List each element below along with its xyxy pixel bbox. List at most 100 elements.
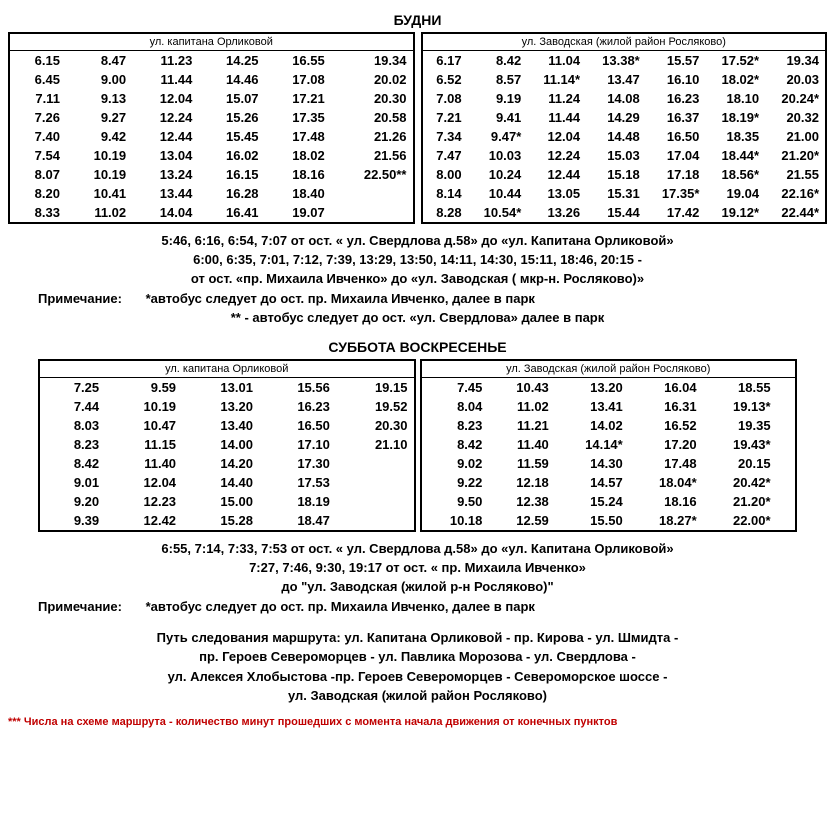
- time-cell: 10.43: [488, 377, 554, 397]
- time-cell: 19.04: [705, 184, 765, 203]
- time-cell: 8.42: [421, 435, 489, 454]
- route-line: пр. Героев Североморцев - ул. Павлика Мо…: [8, 647, 827, 667]
- time-cell: 15.24: [555, 492, 629, 511]
- note-line: до "ул. Заводская (жилой р-н Росляково)": [8, 578, 827, 596]
- time-cell: 10.44: [468, 184, 528, 203]
- time-cell: 7.26: [9, 108, 66, 127]
- time-cell: 22.16*: [765, 184, 826, 203]
- time-cell: 18.02*: [705, 70, 765, 89]
- time-cell: 11.04: [527, 51, 586, 71]
- time-cell: 17.35: [265, 108, 331, 127]
- time-cell: 16.31: [629, 397, 703, 416]
- time-cell: 20.03: [765, 70, 826, 89]
- time-cell: 12.24: [527, 146, 586, 165]
- table-row: 8.2010.4113.4416.2818.40: [9, 184, 414, 203]
- time-cell: 9.13: [66, 89, 132, 108]
- time-cell: 8.04: [421, 397, 489, 416]
- time-cell: 13.41: [555, 397, 629, 416]
- time-cell: 17.30: [259, 454, 336, 473]
- time-cell: 17.48: [265, 127, 331, 146]
- time-cell: 11.14*: [527, 70, 586, 89]
- time-cell: 18.56*: [705, 165, 765, 184]
- time-cell: 16.37: [646, 108, 706, 127]
- time-cell: 16.50: [259, 416, 336, 435]
- time-cell: 14.30: [555, 454, 629, 473]
- time-cell: 17.08: [265, 70, 331, 89]
- time-cell: 7.47: [422, 146, 468, 165]
- weekday-right-table: ул. Заводская (жилой район Росляково) 6.…: [421, 32, 828, 224]
- time-cell: 12.44: [132, 127, 198, 146]
- time-cell: 19.43*: [703, 435, 777, 454]
- time-cell: 9.19: [468, 89, 528, 108]
- time-cell: 14.48: [586, 127, 646, 146]
- time-cell: 8.47: [66, 51, 132, 71]
- note-line: 6:00, 6:35, 7:01, 7:12, 7:39, 13:29, 13:…: [8, 251, 827, 269]
- time-cell: 11.40: [105, 454, 182, 473]
- note-line: 6:55, 7:14, 7:33, 7:53 от ост. « ул. Све…: [8, 540, 827, 558]
- time-cell: 19.12*: [705, 203, 765, 223]
- note-line: 5:46, 6:16, 6:54, 7:07 от ост. « ул. Све…: [8, 232, 827, 250]
- time-cell: 15.50: [555, 511, 629, 531]
- time-cell: 8.23: [39, 435, 105, 454]
- time-cell: 13.24: [132, 165, 198, 184]
- note-line: от ост. «пр. Михаила Ивченко» до «ул. За…: [8, 270, 827, 288]
- time-cell: 18.27*: [629, 511, 703, 531]
- time-cell: 14.25: [198, 51, 264, 71]
- time-cell: 12.24: [132, 108, 198, 127]
- time-cell: 18.10: [705, 89, 765, 108]
- table-row: 9.2012.2315.0018.19: [39, 492, 415, 511]
- time-cell: 14.08: [586, 89, 646, 108]
- time-cell: [336, 473, 415, 492]
- table-row: 6.459.0011.4414.4617.0820.02: [9, 70, 414, 89]
- time-cell: 10.03: [468, 146, 528, 165]
- time-cell: 16.52: [629, 416, 703, 435]
- time-cell: 12.04: [527, 127, 586, 146]
- time-cell: 13.47: [586, 70, 646, 89]
- time-cell: 20.24*: [765, 89, 826, 108]
- time-cell: 16.41: [198, 203, 264, 223]
- time-cell: 8.33: [9, 203, 66, 223]
- time-cell: 15.31: [586, 184, 646, 203]
- time-cell: 9.47*: [468, 127, 528, 146]
- time-cell: 17.42: [646, 203, 706, 223]
- time-cell: 18.35: [705, 127, 765, 146]
- time-cell: 11.23: [132, 51, 198, 71]
- time-cell: 14.57: [555, 473, 629, 492]
- time-cell: 9.39: [39, 511, 105, 531]
- time-cell: 10.54*: [468, 203, 528, 223]
- time-cell: 8.42: [39, 454, 105, 473]
- time-cell: 17.18: [646, 165, 706, 184]
- time-cell: 7.44: [39, 397, 105, 416]
- time-cell: 15.26: [198, 108, 264, 127]
- table-row: 8.3311.0214.0416.4119.07: [9, 203, 414, 223]
- time-cell: 13.44: [132, 184, 198, 203]
- time-cell: [777, 397, 796, 416]
- time-cell: [777, 435, 796, 454]
- time-cell: 20.15: [703, 454, 777, 473]
- table-row: 7.089.1911.2414.0816.2318.1020.24*: [422, 89, 827, 108]
- table-row: 8.0411.0213.4116.3119.13*: [421, 397, 797, 416]
- time-cell: 15.00: [182, 492, 259, 511]
- time-cell: [777, 454, 796, 473]
- time-cell: 21.26: [331, 127, 414, 146]
- table-row: 8.4211.4014.14*17.2019.43*: [421, 435, 797, 454]
- time-cell: 8.28: [422, 203, 468, 223]
- time-cell: 14.14*: [555, 435, 629, 454]
- table-row: 9.0211.5914.3017.4820.15: [421, 454, 797, 473]
- time-cell: [777, 492, 796, 511]
- table-row: 7.4410.1913.2016.2319.52: [39, 397, 415, 416]
- table-row: 6.158.4711.2314.2516.5519.34: [9, 51, 414, 71]
- time-cell: 22.44*: [765, 203, 826, 223]
- time-cell: 8.20: [9, 184, 66, 203]
- time-cell: 11.44: [527, 108, 586, 127]
- table-row: 9.2212.1814.5718.04*20.42*: [421, 473, 797, 492]
- time-cell: 16.55: [265, 51, 331, 71]
- time-cell: 7.40: [9, 127, 66, 146]
- time-cell: 14.46: [198, 70, 264, 89]
- time-cell: 10.41: [66, 184, 132, 203]
- time-cell: 9.02: [421, 454, 489, 473]
- table-row: 8.2311.1514.0017.1021.10: [39, 435, 415, 454]
- time-cell: 7.08: [422, 89, 468, 108]
- time-cell: 17.52*: [705, 51, 765, 71]
- weekend-left-header: ул. капитана Орликовой: [39, 360, 415, 378]
